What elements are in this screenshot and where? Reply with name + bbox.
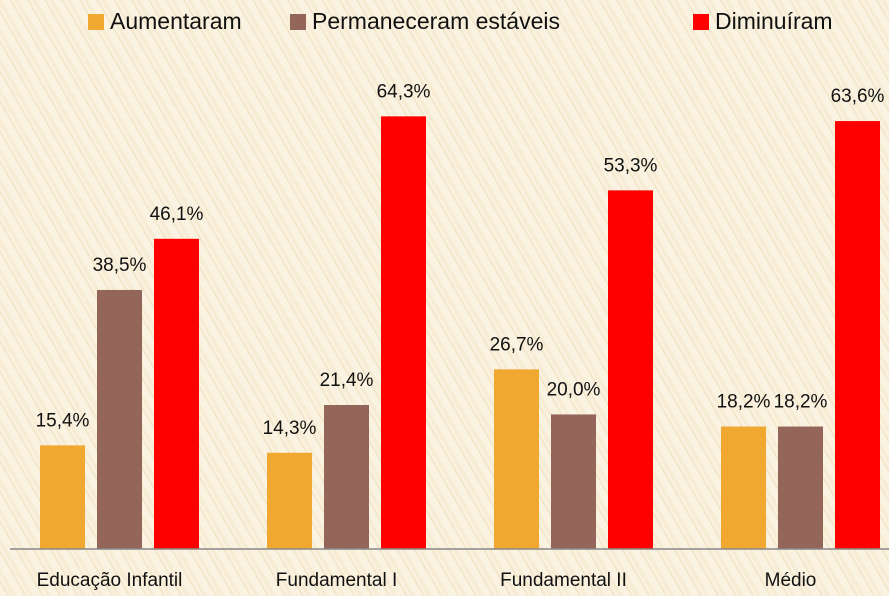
x-tick-label: Médio xyxy=(765,570,817,591)
bar xyxy=(608,190,653,550)
bar xyxy=(494,369,539,549)
data-label: 53,3% xyxy=(604,155,658,176)
x-tick-label: Educação Infantil xyxy=(37,570,183,591)
bar xyxy=(154,238,199,549)
data-label: 18,2% xyxy=(717,392,771,413)
bar xyxy=(324,405,369,549)
data-label: 38,5% xyxy=(93,255,147,276)
legend-label: Aumentaram xyxy=(110,8,242,34)
legend-swatch xyxy=(88,14,104,30)
data-label: 46,1% xyxy=(150,204,204,225)
x-tick-label: Fundamental II xyxy=(500,570,627,591)
data-label: 20,0% xyxy=(547,379,601,400)
legend-swatch xyxy=(290,14,306,30)
bar xyxy=(97,289,142,549)
legend-label: Diminuíram xyxy=(715,8,833,34)
bar xyxy=(778,426,823,549)
bar xyxy=(381,116,426,550)
data-label: 18,2% xyxy=(774,392,828,413)
data-label: 14,3% xyxy=(263,418,317,439)
data-label: 63,6% xyxy=(831,86,885,107)
bar xyxy=(551,414,596,549)
legend-label: Permaneceram estáveis xyxy=(312,8,560,34)
x-tick-label: Fundamental I xyxy=(276,570,397,591)
data-label: 64,3% xyxy=(377,81,431,102)
data-label: 21,4% xyxy=(320,370,374,391)
data-label: 26,7% xyxy=(490,334,544,355)
data-label: 15,4% xyxy=(36,410,90,431)
bar xyxy=(721,426,766,549)
bar xyxy=(267,452,312,549)
bar xyxy=(40,445,85,549)
bar xyxy=(835,121,880,549)
legend-swatch xyxy=(693,14,709,30)
